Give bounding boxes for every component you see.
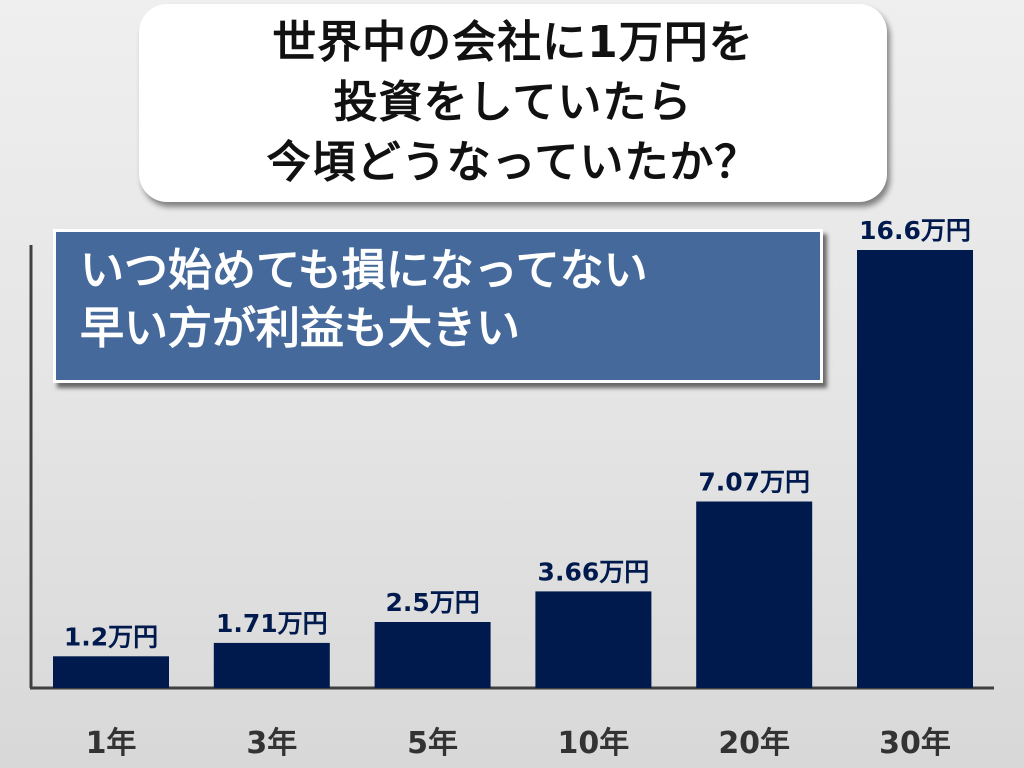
note-line-1: いつ始めても損になってない [80,245,648,296]
note-callout: いつ始めても損になってない 早い方が利益も大きい [53,229,823,383]
bar-1 [53,656,169,688]
x-tick-label-6: 30年 [879,726,951,761]
bar-5 [696,501,813,688]
bar-value-label-6: 16.6万円 [859,216,971,245]
bar-value-label-5: 7.07万円 [698,468,810,497]
x-tick-label-3: 5年 [407,726,458,761]
bar-value-label-4: 3.66万円 [538,557,650,586]
x-tick-label-4: 10年 [558,726,630,761]
note-line-2: 早い方が利益も大きい [80,303,520,354]
title-line-3: 今頃どうなっていたか？ [266,137,760,188]
bar-value-label-3: 2.5万円 [385,588,479,617]
x-tick-label-2: 3年 [246,726,297,761]
title-line-1: 世界中の会社に1万円を [272,17,754,68]
bar-2 [213,642,330,688]
bar-value-label-2: 1.71万円 [216,609,328,638]
title-line-2: 投資をしていたら [333,77,693,128]
x-tick-label-1: 1年 [86,726,137,761]
bar-3 [374,622,491,688]
title-card: 世界中の会社に1万円を 投資をしていたら 今頃どうなっていたか？ [139,4,887,202]
x-tick-label-5: 20年 [718,726,790,761]
bar-6 [857,250,973,688]
bar-value-label-1: 1.2万円 [64,622,158,651]
bar-4 [535,591,652,688]
